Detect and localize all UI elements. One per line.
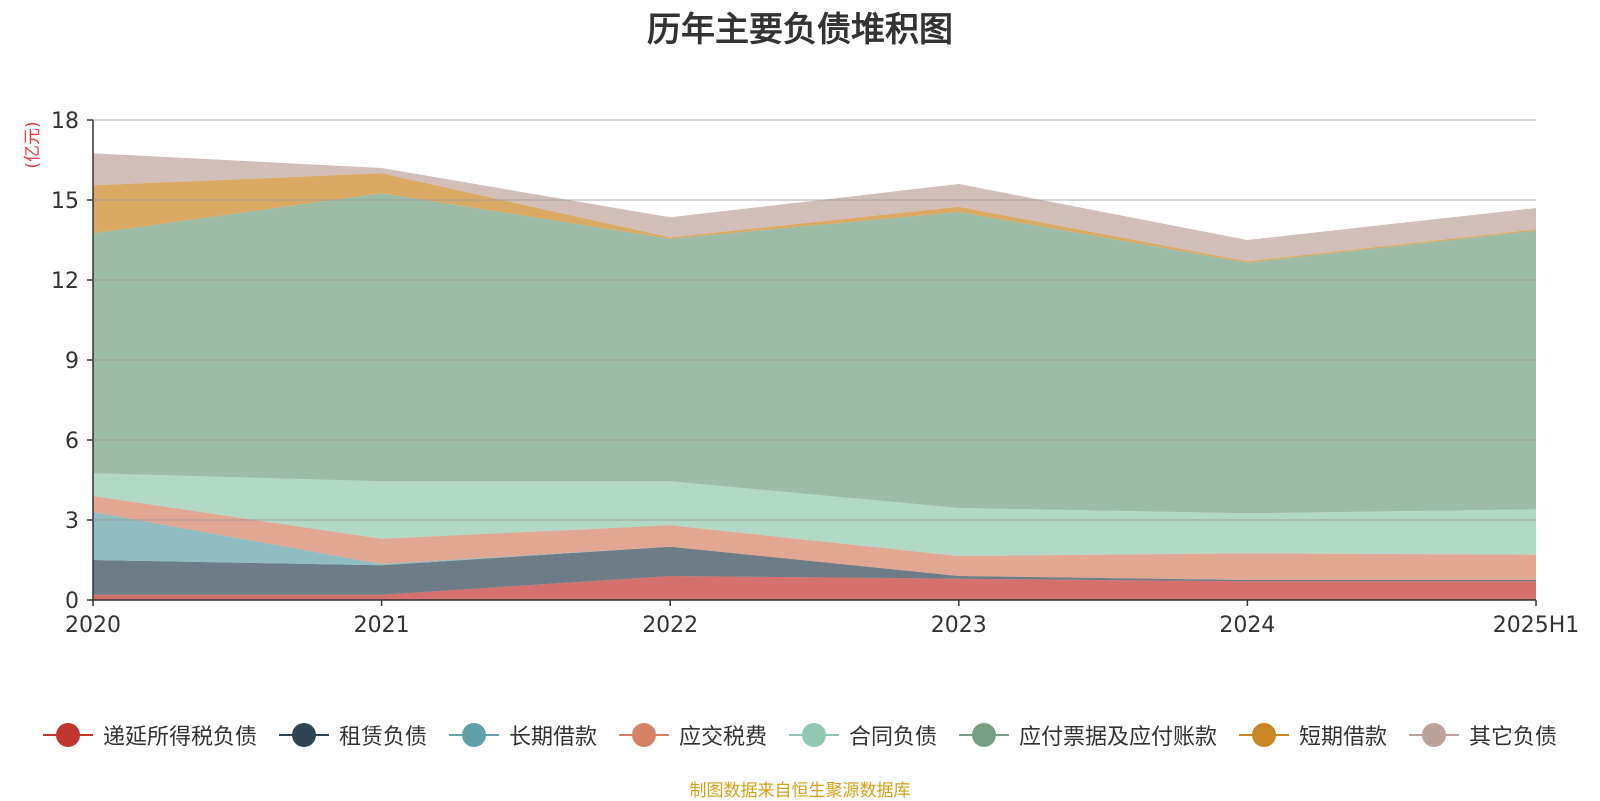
y-tick-label: 3 <box>65 509 79 534</box>
source-note: 制图数据来自恒生聚源数据库 <box>689 781 911 801</box>
legend-item-3[interactable]: 应交税费 <box>618 719 767 751</box>
legend-item-7[interactable]: 其它负债 <box>1409 719 1557 751</box>
legend-marker-icon <box>42 722 93 748</box>
area-series-6[interactable] <box>93 173 1536 263</box>
legend-label: 应交税费 <box>678 725 767 750</box>
x-tick-label: 2025H1 <box>1493 613 1580 638</box>
legend: 递延所得税负债 租赁负债 长期借款 应交税费 合同负债 应付票据及应付账款 短期借款 其它负债 <box>0 717 1600 753</box>
y-axis-unit-label: (亿元) <box>23 121 43 168</box>
area-series-0[interactable] <box>93 576 1536 600</box>
x-tick-label: 2023 <box>931 613 987 638</box>
legend-marker-icon <box>1239 722 1290 748</box>
legend-item-6[interactable]: 短期借款 <box>1239 719 1387 751</box>
x-tick-label: 2020 <box>65 613 121 638</box>
legend-marker-icon <box>959 722 1010 748</box>
legend-item-4[interactable]: 合同负债 <box>789 719 937 751</box>
legend-marker-icon <box>789 722 839 748</box>
axes: 0 3 6 9 12 15 18 2020 2021 2022 2023 2024 2025H1 <box>51 109 1579 638</box>
legend-label: 长期借款 <box>508 725 597 750</box>
legend-item-5[interactable]: 应付票据及应付账款 <box>959 719 1217 751</box>
legend-label: 租赁负债 <box>338 725 427 750</box>
area-series-5[interactable] <box>93 193 1536 514</box>
y-tick-label: 0 <box>65 589 79 614</box>
x-tick-label: 2021 <box>354 613 410 638</box>
y-tick-label: 12 <box>51 269 79 294</box>
area-series-1[interactable] <box>93 546 1536 595</box>
chart-area: 0 3 6 9 12 15 18 2020 2021 2022 2023 2024 2025H1 (亿元… <box>23 109 1579 638</box>
y-tick-label: 6 <box>65 429 79 454</box>
legend-label: 其它负债 <box>1469 725 1558 750</box>
x-tick-label: 2022 <box>642 613 698 638</box>
y-tick-label: 15 <box>51 189 79 214</box>
y-tick-label: 9 <box>65 349 79 374</box>
legend-label: 合同负债 <box>849 725 938 750</box>
y-tick-label: 18 <box>51 109 79 134</box>
legend-marker-icon <box>1409 722 1460 748</box>
legend-item-2[interactable]: 长期借款 <box>448 719 597 751</box>
legend-label: 应付票据及应付账款 <box>1019 725 1218 750</box>
legend-marker-icon <box>278 722 329 748</box>
area-series-4[interactable] <box>93 473 1536 556</box>
legend-item-0[interactable]: 递延所得税负债 <box>42 719 257 751</box>
stacked-areas <box>93 153 1536 600</box>
x-tick-label: 2024 <box>1219 613 1275 638</box>
legend-label: 短期借款 <box>1299 725 1388 750</box>
legend-label: 递延所得税负债 <box>102 725 257 750</box>
area-series-7[interactable] <box>93 153 1536 262</box>
legend-item-1[interactable]: 租赁负债 <box>278 719 427 751</box>
chart-title: 历年主要负债堆积图 <box>647 10 953 50</box>
legend-marker-icon <box>618 722 669 748</box>
legend-marker-icon <box>448 722 499 748</box>
area-series-3[interactable] <box>93 496 1536 580</box>
